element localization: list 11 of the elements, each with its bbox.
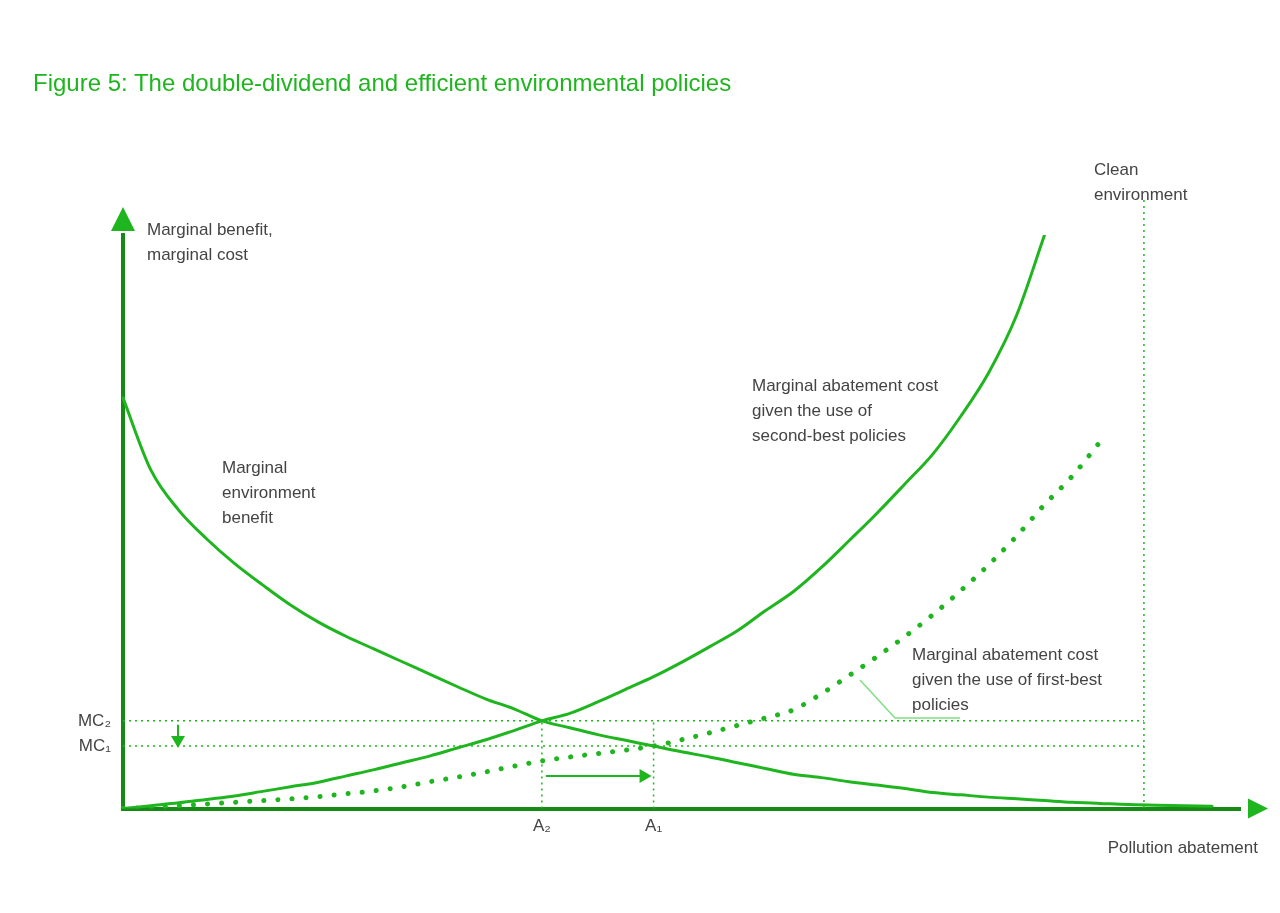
ref-line-label: MC₂ (77, 710, 111, 730)
x-axis-title: Pollution abatement (1107, 838, 1259, 858)
y-axis-title: Marginal benefit, marginal cost (147, 219, 273, 264)
x-tick-label: A₂ (532, 816, 551, 836)
text: Clean environment (1093, 159, 1188, 204)
series-label: Marginal abatement cost given the use of second-best policies (752, 375, 939, 445)
chart-title: Figure 5: The double-dividend and efficient environmental policies (33, 68, 732, 96)
series-label: Marginal abatement cost given the use of first-best policies (912, 644, 1103, 714)
ref-line-label: MC₁ (78, 735, 112, 755)
x-tick-label: A₁ (645, 816, 663, 836)
series-label: Marginal environment benefit (222, 457, 316, 527)
